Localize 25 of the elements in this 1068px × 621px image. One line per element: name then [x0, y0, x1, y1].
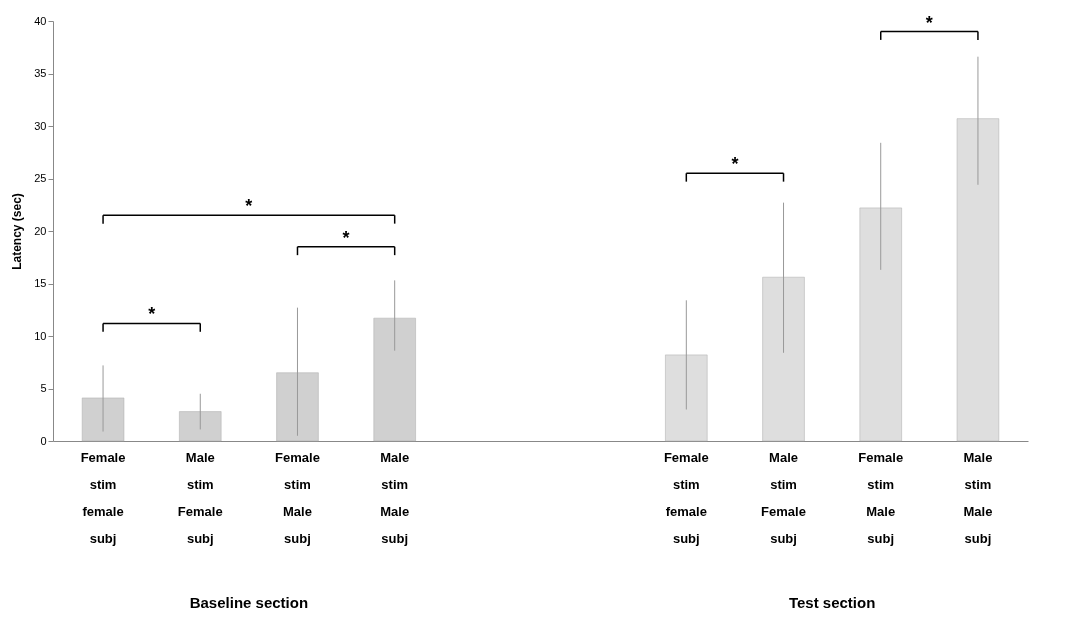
annotation: * [925, 12, 933, 33]
annotation: * [148, 304, 156, 325]
y-tick-label: 40 [34, 14, 47, 27]
x-tick-label: Female stim Male subj [858, 449, 904, 546]
x-tick-label: Female stim female subj [80, 449, 126, 546]
y-tick-label: 5 [40, 382, 47, 394]
annotation: * [245, 196, 253, 217]
y-axis-title: Latency (sec) [10, 193, 25, 270]
x-tick-label: Female stim female subj [663, 449, 709, 546]
y-tick-label: 0 [40, 434, 47, 447]
text: Baseline section [189, 594, 309, 611]
x-tick-label: Male stim Male subj [380, 449, 410, 546]
y-tick-label: 30 [34, 119, 47, 132]
x-tick-label: Male stim Male subj [963, 449, 993, 546]
x-tick-label: Female stim Male subj [275, 449, 320, 546]
y-tick-label: 10 [34, 329, 47, 342]
y-tick-label: 20 [34, 224, 47, 237]
text: Test section [788, 594, 876, 611]
x-tick-label: Male stim Female subj [761, 449, 806, 546]
y-tick-label: 15 [34, 277, 47, 289]
y-tick-label: 35 [34, 67, 47, 79]
y-tick-label: 25 [34, 172, 47, 184]
annotation: * [731, 154, 739, 175]
x-tick-label: Male stim Female subj [177, 449, 223, 546]
annotation: * [342, 227, 350, 248]
